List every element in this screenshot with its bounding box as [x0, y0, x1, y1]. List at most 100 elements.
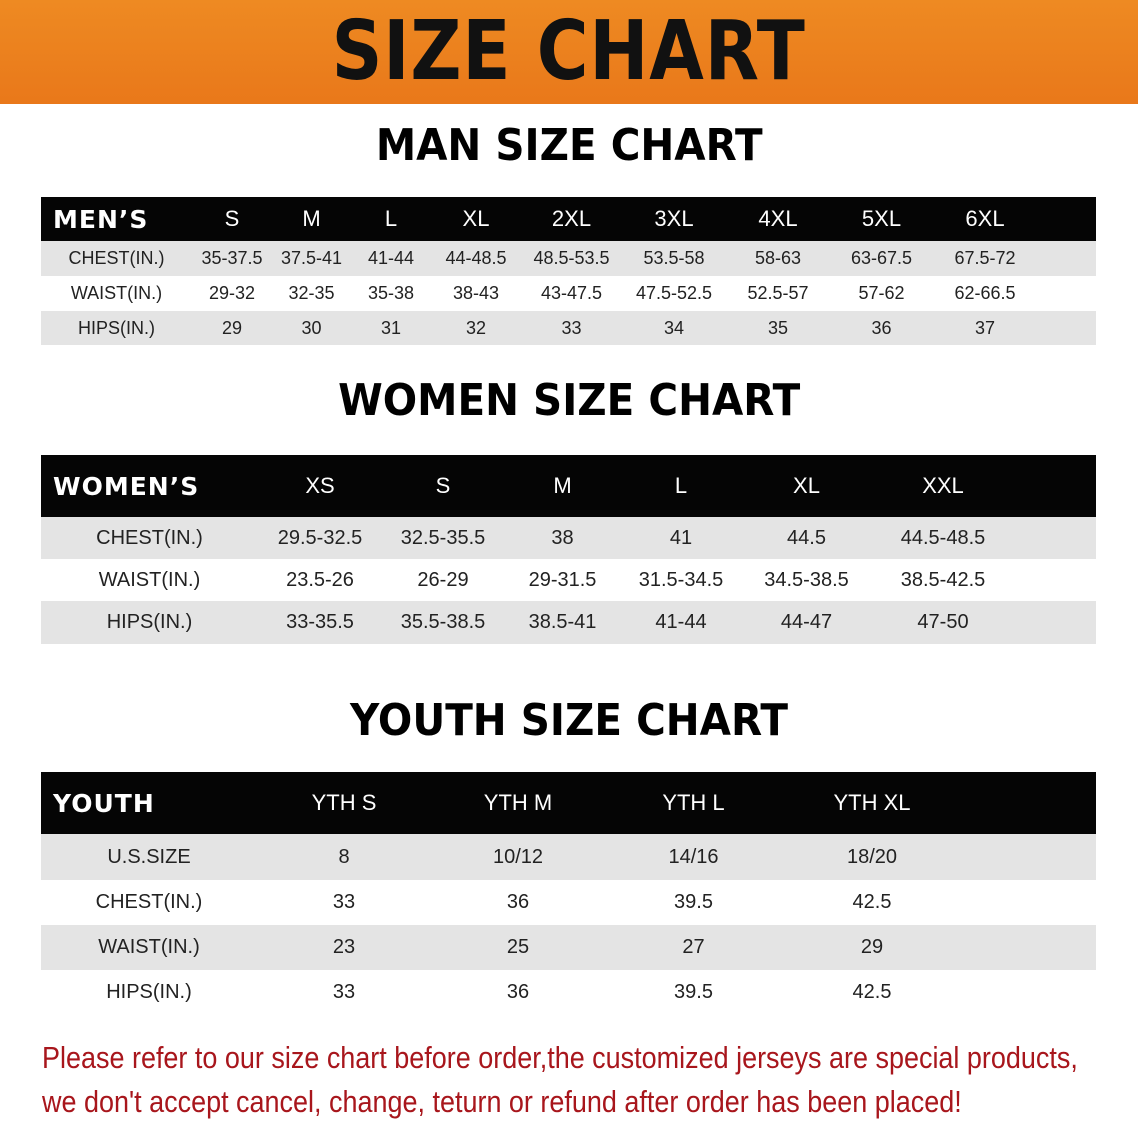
table-cell: 57-62: [858, 283, 905, 303]
table-cell: 29-32: [208, 283, 256, 303]
size-header-cell: L: [674, 473, 688, 498]
size-header-cell: 4XL: [758, 206, 798, 231]
table-cell: 34.5-38.5: [764, 568, 849, 591]
table-cell: 41-44: [655, 611, 707, 633]
table-cell: 37: [974, 317, 996, 338]
table-header-row: YOUTH YTH S YTH M YTH L YTH XL: [41, 772, 1096, 834]
table-cell: 32.5-35.5: [400, 526, 486, 549]
table-title-cell: WOMEN’S: [53, 471, 200, 501]
table-cell: 34: [663, 317, 685, 338]
table-cell: 58-63: [754, 248, 802, 268]
size-header-cell: 6XL: [965, 206, 1005, 231]
size-header-cell: L: [384, 206, 398, 231]
table-cell: 18/20: [846, 845, 898, 868]
table-cell: 53.5-58: [643, 248, 705, 268]
page-title: SIZE CHART: [331, 4, 807, 99]
table-cell: 62-66.5: [954, 283, 1016, 303]
table-cell: 33: [332, 891, 356, 913]
row-label: HIPS(IN.): [77, 317, 155, 338]
size-header-cell: XS: [305, 473, 335, 498]
table-cell: 38.5-41: [528, 611, 597, 633]
table-title-cell: YOUTH: [53, 788, 155, 818]
size-header-cell: XL: [462, 206, 490, 231]
table-cell: 27: [682, 936, 705, 958]
table-cell: 29: [221, 317, 243, 338]
table-cell: 35-38: [367, 283, 415, 303]
table-cell: 52.5-57: [747, 283, 809, 303]
table-cell: 29: [860, 936, 884, 958]
table-cell: 33-35.5: [286, 611, 354, 633]
table-cell: 42.5: [852, 981, 892, 1003]
table-row: HIPS(IN.) 33-35.5 35.5-38.5 38.5-41 41-44 44-…: [41, 601, 1096, 644]
table-header-row: MEN’S S M L XL 2XL 3XL 4XL 5XL 6XL: [41, 197, 1096, 241]
size-header-cell: XXL: [922, 473, 964, 498]
table-cell: 33: [561, 317, 582, 338]
row-label: WAIST(IN.): [98, 568, 201, 591]
table-row: CHEST(IN.) 35-37.5 37.5-41 41-44 44-48.5 48.5…: [41, 241, 1096, 276]
table-cell: 48.5-53.5: [533, 248, 610, 268]
table-cell: 37.5-41: [280, 248, 343, 268]
table-cell: 29.5-32.5: [277, 526, 363, 549]
row-label: WAIST(IN.): [98, 936, 200, 958]
table-cell: 42.5: [852, 891, 892, 913]
size-header-cell: YTH XL: [833, 790, 911, 815]
table-cell: 44.5: [787, 526, 826, 549]
size-header-cell: XL: [793, 473, 820, 498]
notice-line: Please refer to our size chart before or…: [42, 1040, 1078, 1075]
table-cell: 14/16: [668, 845, 719, 868]
table-cell: 33: [332, 981, 356, 1003]
table-cell: 35: [767, 317, 789, 338]
table-cell: 35-37.5: [201, 248, 263, 268]
table-row: CHEST(IN.) 33 36 39.5 42.5: [41, 880, 1096, 925]
table-cell: 38.5-42.5: [900, 568, 986, 591]
table-cell: 29-31.5: [528, 568, 597, 591]
table-row: CHEST(IN.) 29.5-32.5 32.5-35.5 38 41 44.5 44.5…: [41, 517, 1096, 559]
size-header-cell: 5XL: [861, 206, 902, 231]
table-cell: 39.5: [674, 891, 713, 913]
women-section-title: WOMEN SIZE CHART: [337, 375, 801, 426]
row-label: WAIST(IN.): [70, 283, 163, 303]
table-cell: 36: [506, 891, 530, 913]
table-cell: 23: [332, 936, 356, 958]
size-header-cell: YTH S: [311, 790, 377, 815]
table-cell: 31.5-34.5: [638, 568, 724, 591]
table-cell: 44.5-48.5: [900, 526, 986, 549]
table-row: U.S.SIZE 8 10/12 14/16 18/20: [41, 834, 1096, 880]
title-banner: SIZE CHART: [0, 0, 1138, 104]
table-row: WAIST(IN.) 23.5-26 26-29 29-31.5 31.5-34.5 34…: [41, 559, 1096, 601]
size-header-cell: 3XL: [654, 206, 694, 231]
table-cell: 36: [506, 981, 530, 1003]
table-cell: 63-67.5: [850, 248, 913, 268]
notice-line: we don't accept cancel, change, teturn o…: [42, 1084, 962, 1119]
row-label: U.S.SIZE: [107, 845, 191, 868]
row-label: CHEST(IN.): [68, 248, 165, 268]
youth-size-table: YOUTH YTH S YTH M YTH L YTH XL U.S.SIZE 8 10/12…: [41, 772, 1096, 1015]
table-row: HIPS(IN.) 33 36 39.5 42.5: [41, 970, 1096, 1015]
table-row: WAIST(IN.) 23 25 27 29: [41, 925, 1096, 970]
size-header-cell: 2XL: [551, 206, 592, 231]
table-title-cell: MEN’S: [53, 204, 149, 234]
row-label: CHEST(IN.): [95, 891, 203, 913]
table-cell: 25: [506, 936, 530, 958]
table-cell: 8: [338, 845, 350, 868]
row-label: HIPS(IN.): [106, 611, 193, 633]
men-size-table: MEN’S S M L XL 2XL 3XL 4XL 5XL 6XL CHEST(IN.) 35-37…: [41, 197, 1096, 345]
table-cell: 47-50: [917, 611, 969, 633]
table-cell: 41: [669, 526, 693, 549]
table-cell: 30: [301, 317, 322, 338]
table-header-row: WOMEN’S XS S M L XL XXL: [41, 455, 1096, 517]
youth-section-title: YOUTH SIZE CHART: [350, 695, 788, 746]
size-header-cell: YTH M: [483, 790, 553, 815]
size-header-cell: M: [553, 473, 572, 498]
table-cell: 44-47: [780, 611, 833, 633]
order-notice: Please refer to our size chart before or…: [42, 1036, 1112, 1124]
size-header-cell: S: [224, 206, 240, 231]
table-cell: 35.5-38.5: [400, 611, 486, 633]
table-row: WAIST(IN.) 29-32 32-35 35-38 38-43 43-47.5 47.…: [41, 276, 1096, 311]
table-cell: 31: [380, 317, 402, 338]
table-cell: 32-35: [288, 283, 335, 303]
table-cell: 10/12: [492, 845, 544, 868]
table-row: HIPS(IN.) 29 30 31 32 33 34 35 36 37: [41, 311, 1096, 345]
table-cell: 43-47.5: [540, 283, 603, 303]
